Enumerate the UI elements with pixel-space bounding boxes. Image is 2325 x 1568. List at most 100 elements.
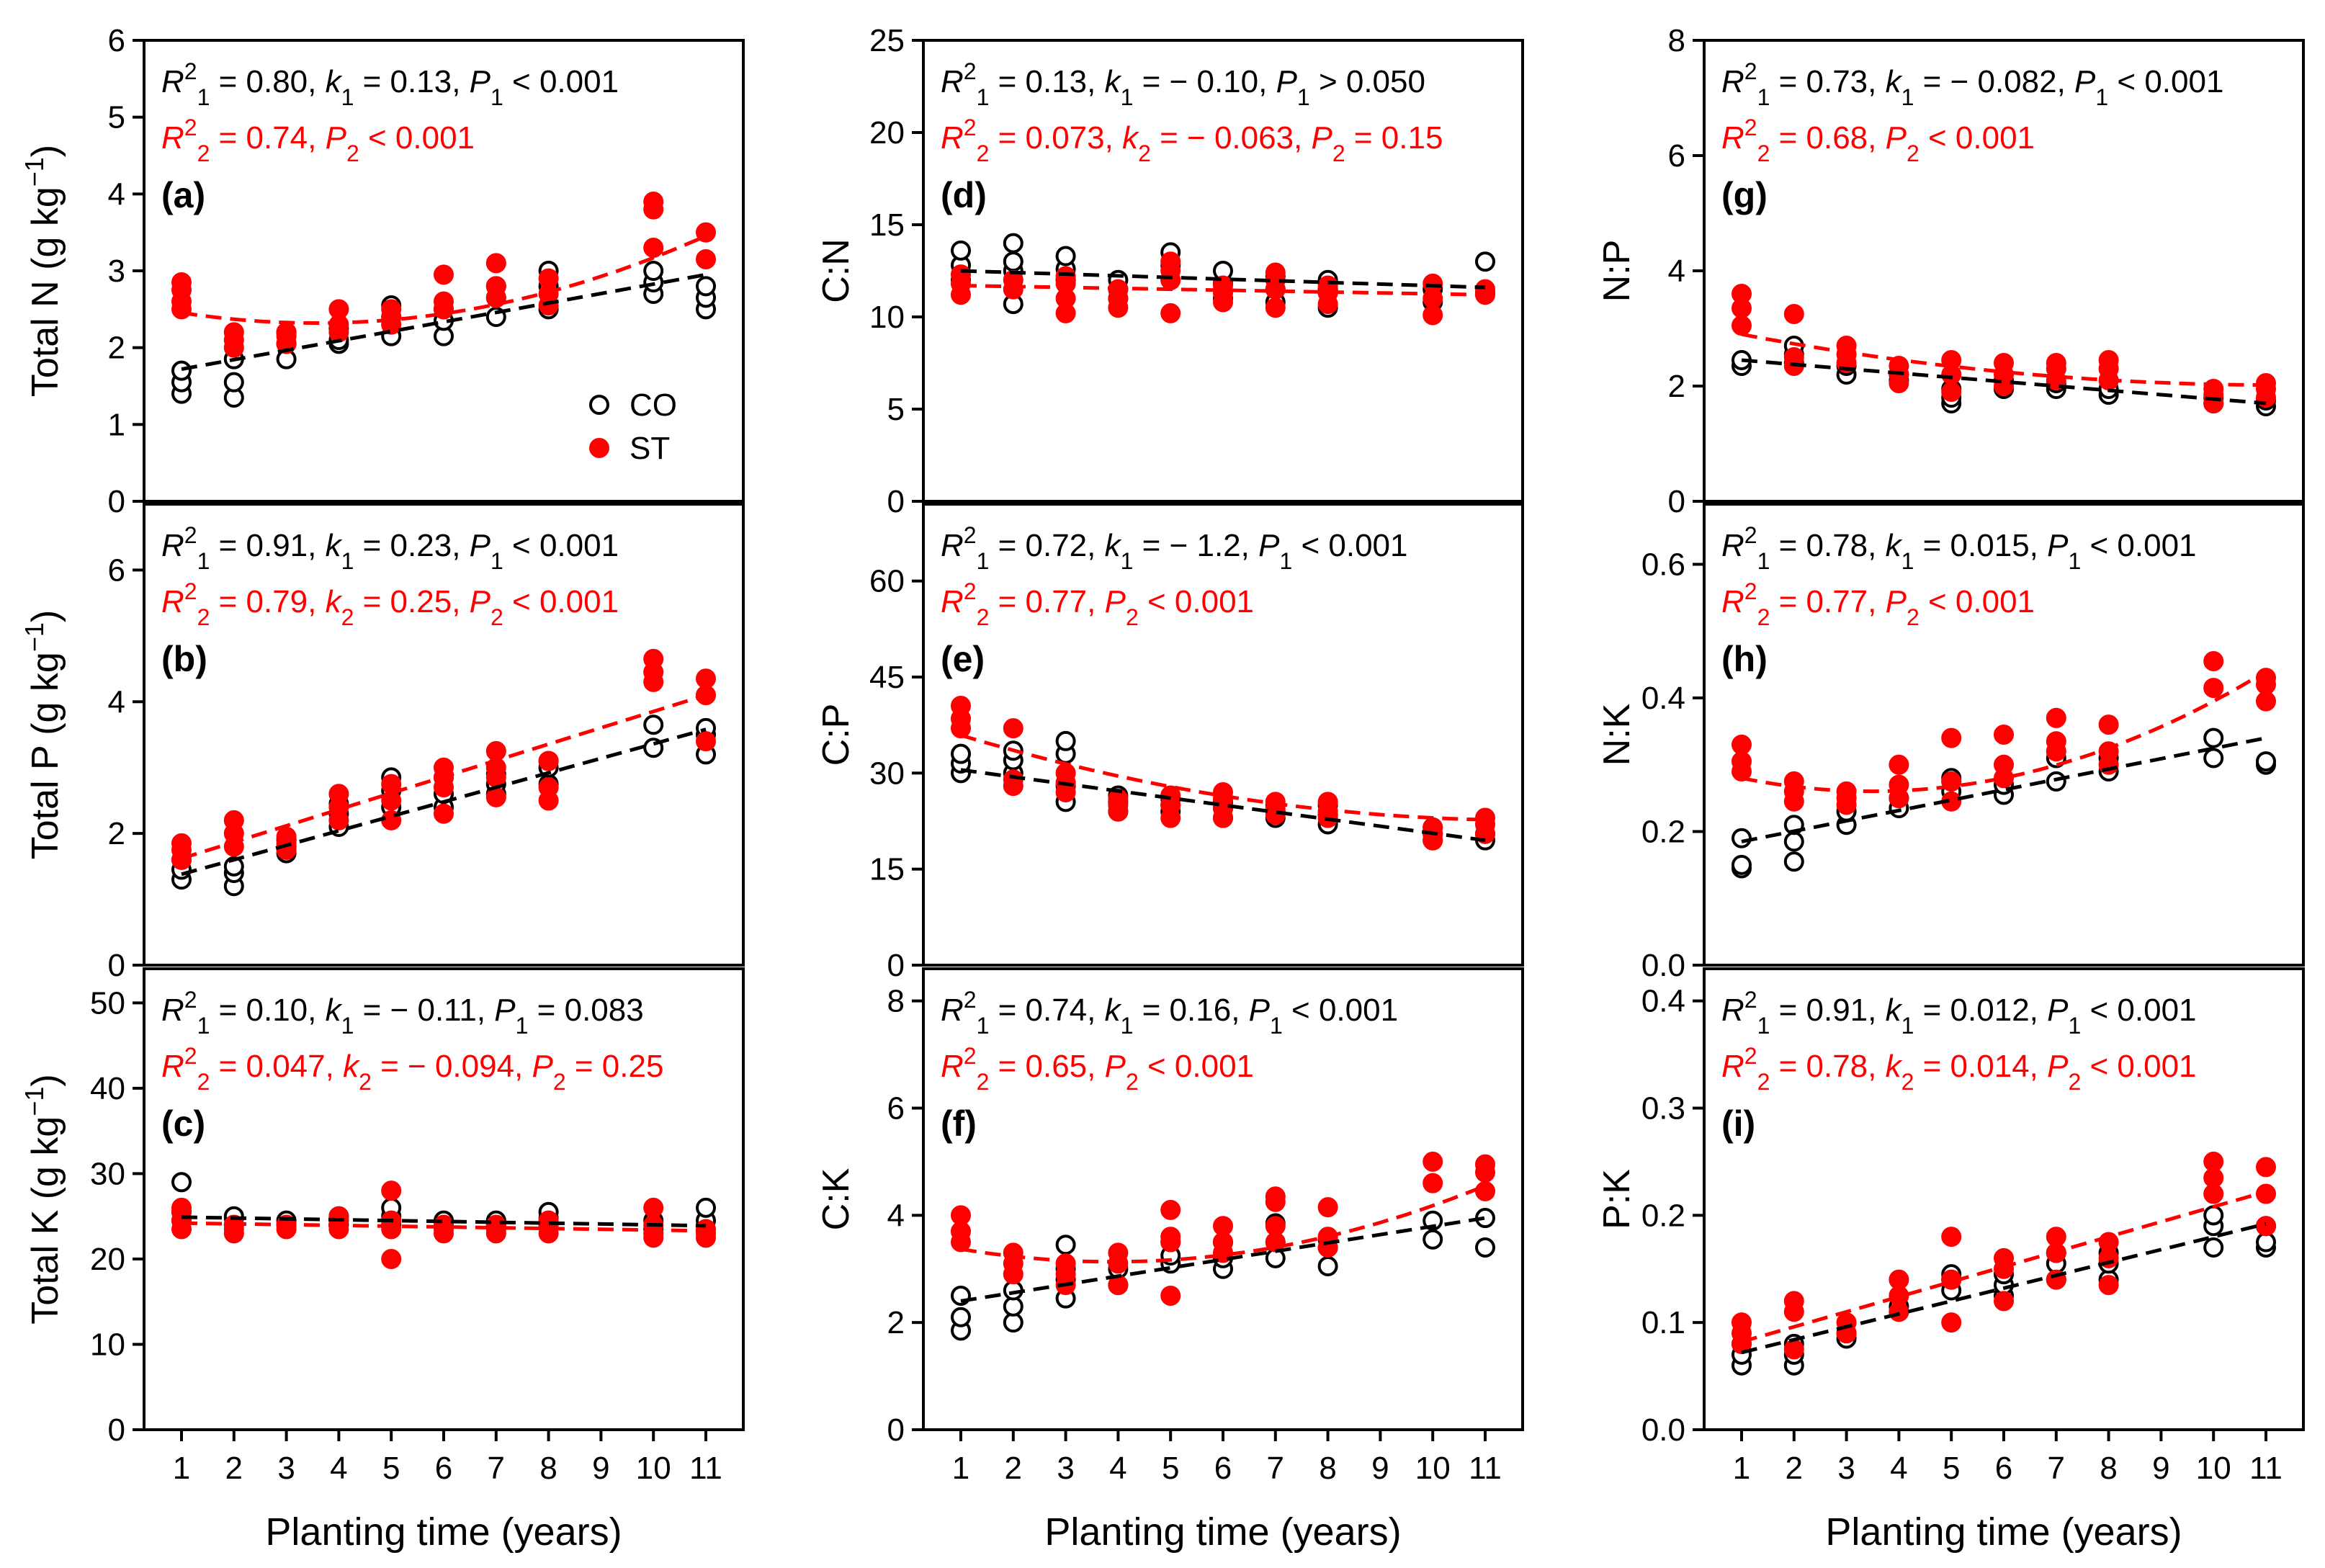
st-point [696, 668, 716, 689]
panel-i: 0.0 0.1 0.2 0.3 0.4 1 2 3 4 5 6 7 8 9 10 11 Planting tim… [1596, 967, 2305, 1554]
y-tick-label: 20 [869, 115, 905, 151]
stat-line-co: R21 = 0.13, k1 = − 0.10, P1 > 0.050 [941, 58, 1425, 110]
co-point [1475, 1237, 1495, 1258]
x-tick-label: 9 [1371, 1451, 1389, 1486]
x-tick-label: 8 [539, 1451, 557, 1486]
co-point [2203, 727, 2224, 748]
y-tick-label: 0 [108, 948, 125, 983]
y-tick-label: 60 [869, 564, 905, 599]
y-tick-label: 20 [90, 1242, 125, 1277]
y-tick-label: 0 [108, 484, 125, 519]
st-point [1941, 382, 1962, 402]
y-axis-label: C:K [815, 1168, 857, 1230]
co-point [1732, 828, 1752, 848]
st-point [1423, 273, 1443, 294]
co-point [1783, 851, 1804, 872]
co-point [951, 743, 971, 764]
st-fit-line [1741, 332, 2266, 387]
st-point [2098, 1275, 2119, 1296]
co-fit-line [1741, 1222, 2267, 1355]
y-tick-label: 50 [90, 985, 125, 1021]
y-tick-label: 4 [887, 1198, 905, 1233]
st-fit-line [960, 1183, 1486, 1264]
st-point [2256, 691, 2276, 712]
co-point [1003, 251, 1023, 272]
x-tick-label: 11 [689, 1451, 722, 1486]
x-tick-label: 7 [488, 1451, 505, 1486]
co-point [171, 360, 192, 381]
panel-label: (g) [1721, 175, 1768, 215]
y-tick-label: 45 [869, 660, 905, 695]
st-fit-line [181, 1221, 707, 1233]
st-point [1783, 1339, 1804, 1360]
y-axis-label: Total N (g kg−1) [19, 145, 67, 397]
st-point [171, 1197, 192, 1218]
y-tick-label: 0 [887, 484, 905, 519]
st-point [1889, 356, 1909, 376]
st-point [1941, 1227, 1962, 1247]
y-tick-label: 2 [108, 331, 125, 366]
y-tick-label: 0.2 [1641, 1198, 1685, 1233]
st-point [2256, 1157, 2276, 1178]
st-point [1213, 1216, 1233, 1237]
st-point [171, 833, 192, 854]
st-point [434, 291, 454, 312]
y-tick-label: 0 [887, 1412, 905, 1448]
st-point [538, 751, 559, 771]
y-tick-label: 8 [1668, 23, 1685, 58]
st-point [485, 253, 506, 274]
x-tick-label: 3 [1837, 1451, 1855, 1486]
st-point [1889, 754, 1909, 775]
plot-frame [1703, 39, 2305, 503]
st-point [1732, 284, 1752, 304]
y-axis-label: C:N [815, 238, 857, 303]
st-point [1994, 754, 2014, 775]
stat-line-co: R21 = 0.73, k1 = − 0.082, P1 < 0.001 [1721, 58, 2223, 110]
st-point [2046, 353, 2066, 373]
y-axis-label: Total P (g kg−1) [19, 610, 67, 859]
st-point [1055, 763, 1076, 784]
y-tick-label: 6 [887, 1090, 905, 1126]
panel-a: 0 1 2 3 4 5 6 Total N (g kg−1) R21 = 0.80, k1 = … [19, 23, 745, 519]
co-point [1055, 246, 1076, 266]
st-point [1317, 1197, 1338, 1218]
st-point [434, 1214, 454, 1235]
stat-line-co: R21 = 0.10, k1 = − 0.11, P1 = 0.083 [161, 987, 644, 1039]
st-point [1160, 303, 1181, 323]
co-fit-line [960, 1216, 1486, 1303]
stat-line-co: R21 = 0.80, k1 = 0.13, P1 < 0.001 [161, 58, 619, 110]
y-tick-label: 30 [869, 756, 905, 791]
st-point [1160, 1199, 1181, 1220]
legend-st-marker [589, 438, 609, 458]
st-point [1003, 1242, 1023, 1263]
st-point [2256, 1183, 2276, 1204]
y-tick-label: 0.4 [1641, 984, 1685, 1019]
x-tick-label: 1 [1733, 1451, 1750, 1486]
y-axis-label: C:P [815, 704, 857, 766]
st-point [538, 777, 559, 798]
st-point [381, 1248, 402, 1269]
st-point [223, 322, 244, 343]
st-point [1265, 1186, 1286, 1207]
stat-line-st: R22 = 0.073, k2 = − 0.063, P2 = 0.15 [941, 115, 1443, 166]
stat-line-st: R22 = 0.79, k2 = 0.25, P2 < 0.001 [161, 578, 619, 630]
st-point [1994, 1291, 2014, 1312]
st-point [1423, 1151, 1443, 1172]
x-tick-label: 9 [592, 1451, 609, 1486]
x-tick-label: 7 [2048, 1451, 2065, 1486]
co-point [696, 276, 716, 297]
st-point [2203, 650, 2224, 671]
co-point [2256, 751, 2276, 772]
x-tick-label: 5 [1943, 1451, 1960, 1486]
st-point [485, 1214, 506, 1235]
x-tick-label: 5 [382, 1451, 400, 1486]
st-point [1055, 266, 1076, 287]
co-point [951, 240, 971, 261]
panel-g: 0 2 4 6 8 N:P R21 = 0.73, k1 = − 0.082, P1 < 0… [1596, 23, 2305, 519]
legend-co-marker [589, 395, 609, 415]
y-tick-label: 15 [869, 207, 905, 243]
panel-label: (a) [161, 175, 205, 215]
x-tick-label: 7 [1267, 1451, 1284, 1486]
